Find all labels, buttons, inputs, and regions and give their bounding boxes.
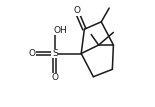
Text: O: O [74, 6, 81, 15]
Text: OH: OH [54, 26, 67, 35]
Text: O: O [51, 73, 58, 82]
Text: S: S [52, 49, 58, 58]
Text: O: O [29, 49, 36, 58]
